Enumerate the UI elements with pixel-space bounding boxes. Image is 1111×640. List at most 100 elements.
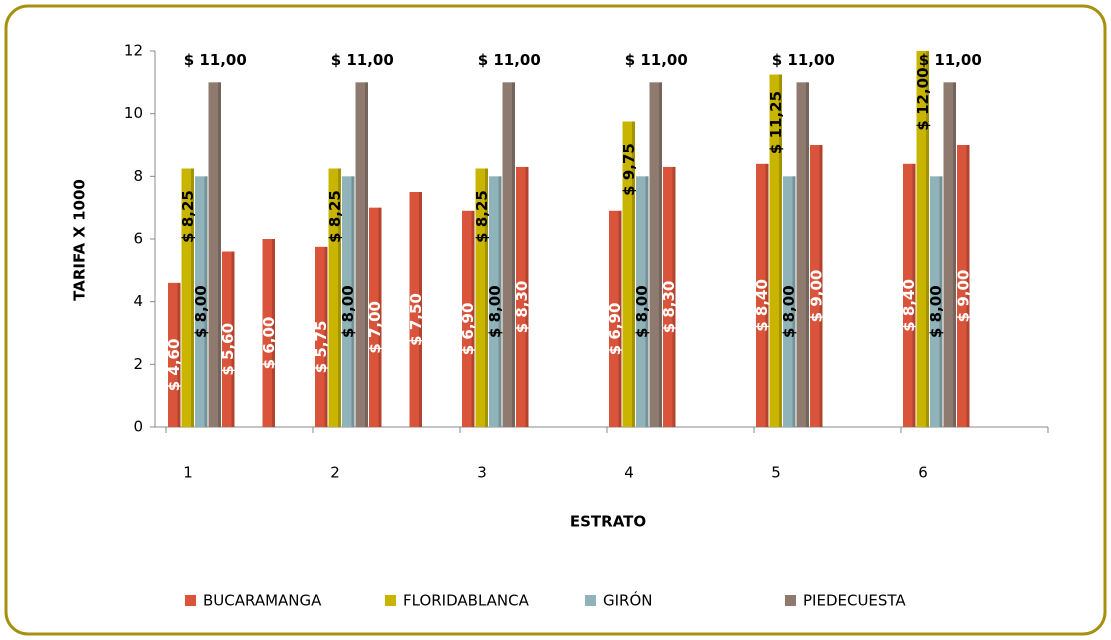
value-label: $ 8,25 <box>179 190 197 243</box>
y-tick-label: 12 <box>124 42 143 60</box>
value-label: $ 7,50 <box>407 293 425 346</box>
bar <box>222 251 235 427</box>
bar <box>783 176 796 427</box>
bar-shade <box>351 176 355 427</box>
bar <box>903 163 916 428</box>
x-tick-label: 2 <box>330 464 340 482</box>
value-label: $ 11,00 <box>331 51 394 69</box>
value-label: $ 11,00 <box>772 51 835 69</box>
bar-shade <box>338 168 341 427</box>
bar-shade <box>191 168 194 427</box>
bar <box>769 74 782 427</box>
bar-shade <box>471 210 475 427</box>
legend-swatch <box>185 595 196 606</box>
bar <box>168 282 181 427</box>
value-label: $ 11,25 <box>767 91 785 154</box>
bar <box>195 176 208 427</box>
value-label: $ 8,40 <box>753 279 771 332</box>
value-label: $ 8,00 <box>339 285 357 338</box>
value-label: $ 7,00 <box>366 301 384 354</box>
legend-label: FLORIDABLANCA <box>403 592 530 610</box>
bar <box>796 82 809 427</box>
bar <box>756 163 769 428</box>
bar-shade <box>272 239 275 427</box>
bar <box>328 168 341 427</box>
bar-shade <box>819 145 823 427</box>
value-label: $ 9,00 <box>807 270 825 323</box>
value-label: $ 6,90 <box>606 303 624 356</box>
bar <box>369 207 382 427</box>
bar-shade <box>645 176 649 427</box>
x-tick-label: 5 <box>771 464 781 482</box>
bar-shade <box>659 82 662 427</box>
y-axis-title: TARIFA X 1000 <box>71 179 89 301</box>
bar-shade <box>953 82 956 427</box>
bar-shade <box>378 207 382 427</box>
bar-shade <box>525 166 529 427</box>
bar <box>502 82 515 427</box>
bar <box>315 246 328 427</box>
bar-shade <box>966 145 970 427</box>
bar-shade <box>939 176 943 427</box>
bar-shade <box>912 163 916 428</box>
bar-shade <box>204 176 208 427</box>
y-tick-label: 10 <box>124 104 143 122</box>
bar-shade <box>485 168 488 427</box>
bar <box>262 239 275 427</box>
bar <box>181 168 194 427</box>
value-label: $ 8,00 <box>192 285 210 338</box>
value-label: $ 12,00 <box>914 67 932 130</box>
value-label: $ 8,30 <box>660 281 678 334</box>
bar-shade <box>218 82 221 427</box>
value-label: $ 6,00 <box>260 317 278 370</box>
bar <box>636 176 649 427</box>
bar-shade <box>365 82 368 427</box>
y-tick-label: 0 <box>133 418 143 436</box>
bar <box>663 166 676 427</box>
bar-shade <box>177 282 181 427</box>
value-label: $ 11,00 <box>184 51 247 69</box>
x-tick-label: 3 <box>477 464 487 482</box>
value-label: $ 8,00 <box>927 285 945 338</box>
bar-shade <box>632 121 635 427</box>
bar <box>208 82 221 427</box>
bar <box>943 82 956 427</box>
bar <box>810 145 823 427</box>
bar <box>516 166 529 427</box>
bar-shade <box>512 82 515 427</box>
bar <box>489 176 502 427</box>
bar <box>622 121 635 427</box>
y-tick-label: 2 <box>133 355 143 373</box>
bar-shade <box>324 246 328 427</box>
value-label: $ 8,30 <box>513 281 531 334</box>
y-tick-label: 6 <box>133 230 143 248</box>
x-tick-label: 4 <box>624 464 634 482</box>
bar-shade <box>792 176 796 427</box>
bar <box>409 192 422 427</box>
value-label: $ 9,00 <box>954 270 972 323</box>
bar <box>475 168 488 427</box>
x-axis-title: ESTRATO <box>570 513 646 531</box>
bar <box>342 176 355 427</box>
legend-label: GIRÓN <box>603 591 653 610</box>
value-label: $ 5,60 <box>219 323 237 376</box>
bar-shade <box>498 176 502 427</box>
bar <box>957 145 970 427</box>
bar-shade <box>926 51 929 427</box>
value-label: $ 8,00 <box>780 285 798 338</box>
bar <box>462 210 475 427</box>
bar-shade <box>806 82 809 427</box>
bar <box>355 82 368 427</box>
bar-shade <box>231 251 235 427</box>
value-label: $ 11,00 <box>919 51 982 69</box>
bar-shade <box>765 163 769 428</box>
x-tick-label: 6 <box>918 464 928 482</box>
value-label: $ 4,60 <box>165 339 183 392</box>
legend-swatch <box>585 595 596 606</box>
value-label: $ 5,75 <box>312 321 330 374</box>
x-tick-label: 1 <box>183 464 193 482</box>
bar <box>649 82 662 427</box>
legend-label: PIEDECUESTA <box>803 592 906 610</box>
bar <box>916 51 929 427</box>
